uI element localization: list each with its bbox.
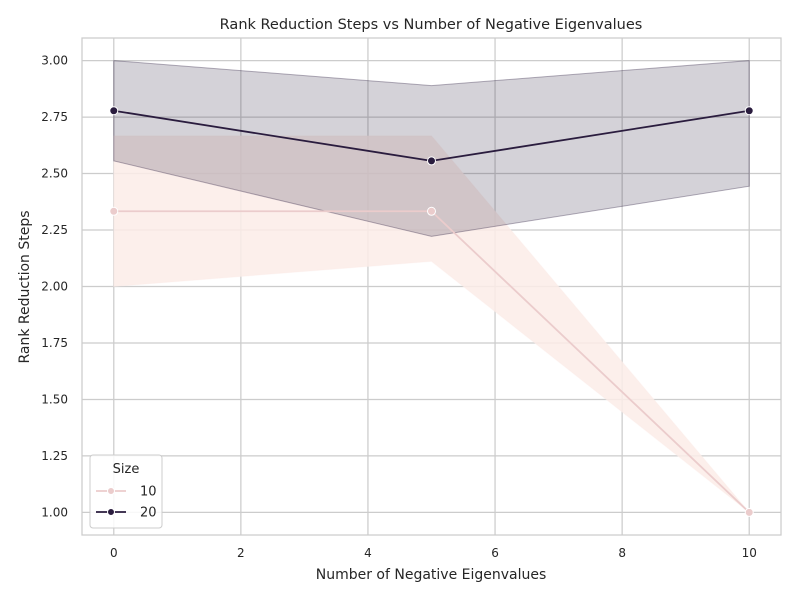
x-tick-label: 4	[364, 546, 372, 560]
plot-area: 0 2 4 6 8 10 1.00 1.25 1.50 1.75 2.00 2.25 2.50 2.75 3…	[41, 37, 782, 560]
legend-title: Size	[113, 462, 140, 477]
data-point-20	[427, 156, 436, 166]
y-tick-label: 2.50	[41, 167, 68, 181]
data-point-10	[744, 507, 754, 517]
y-tick-label: 1.25	[41, 449, 68, 463]
x-tick-label: 8	[618, 546, 626, 560]
x-tick-label: 2	[237, 546, 245, 560]
y-tick-label: 1.00	[41, 505, 68, 519]
y-axis-title: Rank Reduction Steps	[17, 210, 33, 363]
data-point-10	[427, 206, 436, 216]
confidence-band-20	[113, 60, 750, 237]
legend-marker-20	[107, 508, 115, 516]
data-point-20	[109, 106, 119, 116]
y-tick-label: 2.75	[41, 110, 68, 124]
confidence-band-10	[113, 135, 750, 513]
data-point-10	[109, 206, 119, 216]
x-tick-label: 10	[742, 546, 757, 560]
y-tick-label: 1.50	[41, 392, 68, 406]
y-tick-label: 3.00	[41, 54, 68, 68]
x-tick-label: 0	[110, 546, 118, 560]
legend-marker-10	[107, 487, 115, 495]
x-axis-title: Number of Negative Eigenvalues	[316, 567, 547, 583]
legend-label-20: 20	[140, 506, 157, 521]
plot-frame	[81, 37, 782, 536]
y-tick-label: 1.75	[41, 336, 68, 350]
y-tick-label: 2.00	[41, 280, 68, 294]
legend-label-10: 10	[140, 485, 157, 500]
chart-title: Rank Reduction Steps vs Number of Negati…	[220, 17, 643, 33]
y-tick-label: 2.25	[41, 223, 68, 237]
x-tick-label: 6	[491, 546, 499, 560]
data-point-20	[744, 106, 754, 116]
